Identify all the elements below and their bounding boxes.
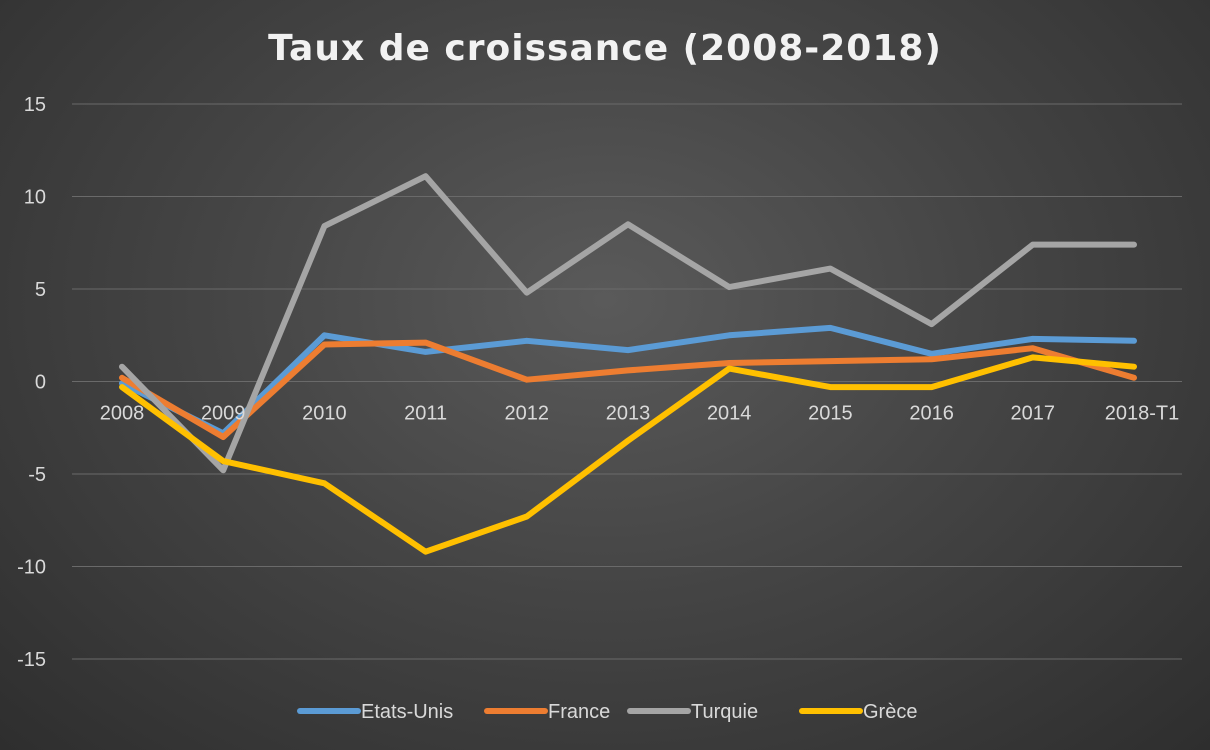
series-line-turquie xyxy=(119,173,1137,474)
y-tick-label: 5 xyxy=(35,279,46,301)
y-tick-label: 0 xyxy=(35,372,46,394)
y-tick-label: -10 xyxy=(17,557,46,579)
series-line-gr-ce xyxy=(119,354,1137,555)
y-tick-label: 15 xyxy=(24,94,46,116)
x-axis-ticks: 2008 2009 2010 2011 2012 2013 2014 2015 2016 2017… xyxy=(100,403,1180,425)
x-tick-label: 2016 xyxy=(909,403,954,425)
gridlines xyxy=(72,103,1182,660)
series-line-france xyxy=(119,339,1137,440)
x-tick-label: 2011 xyxy=(404,403,447,425)
legend: Etats-Unis France Turquie Grèce xyxy=(297,701,917,723)
chart-title: Taux de croissance (2008-2018) xyxy=(268,28,942,69)
y-tick-label: -15 xyxy=(17,649,46,671)
legend-label: France xyxy=(548,701,610,723)
series-line-etats-unis xyxy=(119,324,1137,437)
legend-label: Turquie xyxy=(691,701,758,723)
x-tick-label: 2015 xyxy=(808,403,853,425)
x-tick-label: 2009 xyxy=(201,403,246,425)
x-tick-label: 2012 xyxy=(505,403,550,425)
x-tick-label: 2018-T1 xyxy=(1105,403,1180,425)
x-tick-label: 2010 xyxy=(302,403,347,425)
legend-label: Etats-Unis xyxy=(361,701,453,723)
x-tick-label: 2014 xyxy=(707,403,752,425)
y-axis-ticks: 15 10 5 0 -5 -10 -15 xyxy=(17,94,46,671)
y-tick-label: 10 xyxy=(24,187,46,209)
x-tick-label: 2013 xyxy=(606,403,651,425)
legend-label: Grèce xyxy=(863,701,917,723)
x-tick-label: 2008 xyxy=(100,403,145,425)
x-tick-label: 2017 xyxy=(1011,403,1056,425)
series-lines xyxy=(119,173,1137,555)
y-tick-label: -5 xyxy=(28,464,46,486)
